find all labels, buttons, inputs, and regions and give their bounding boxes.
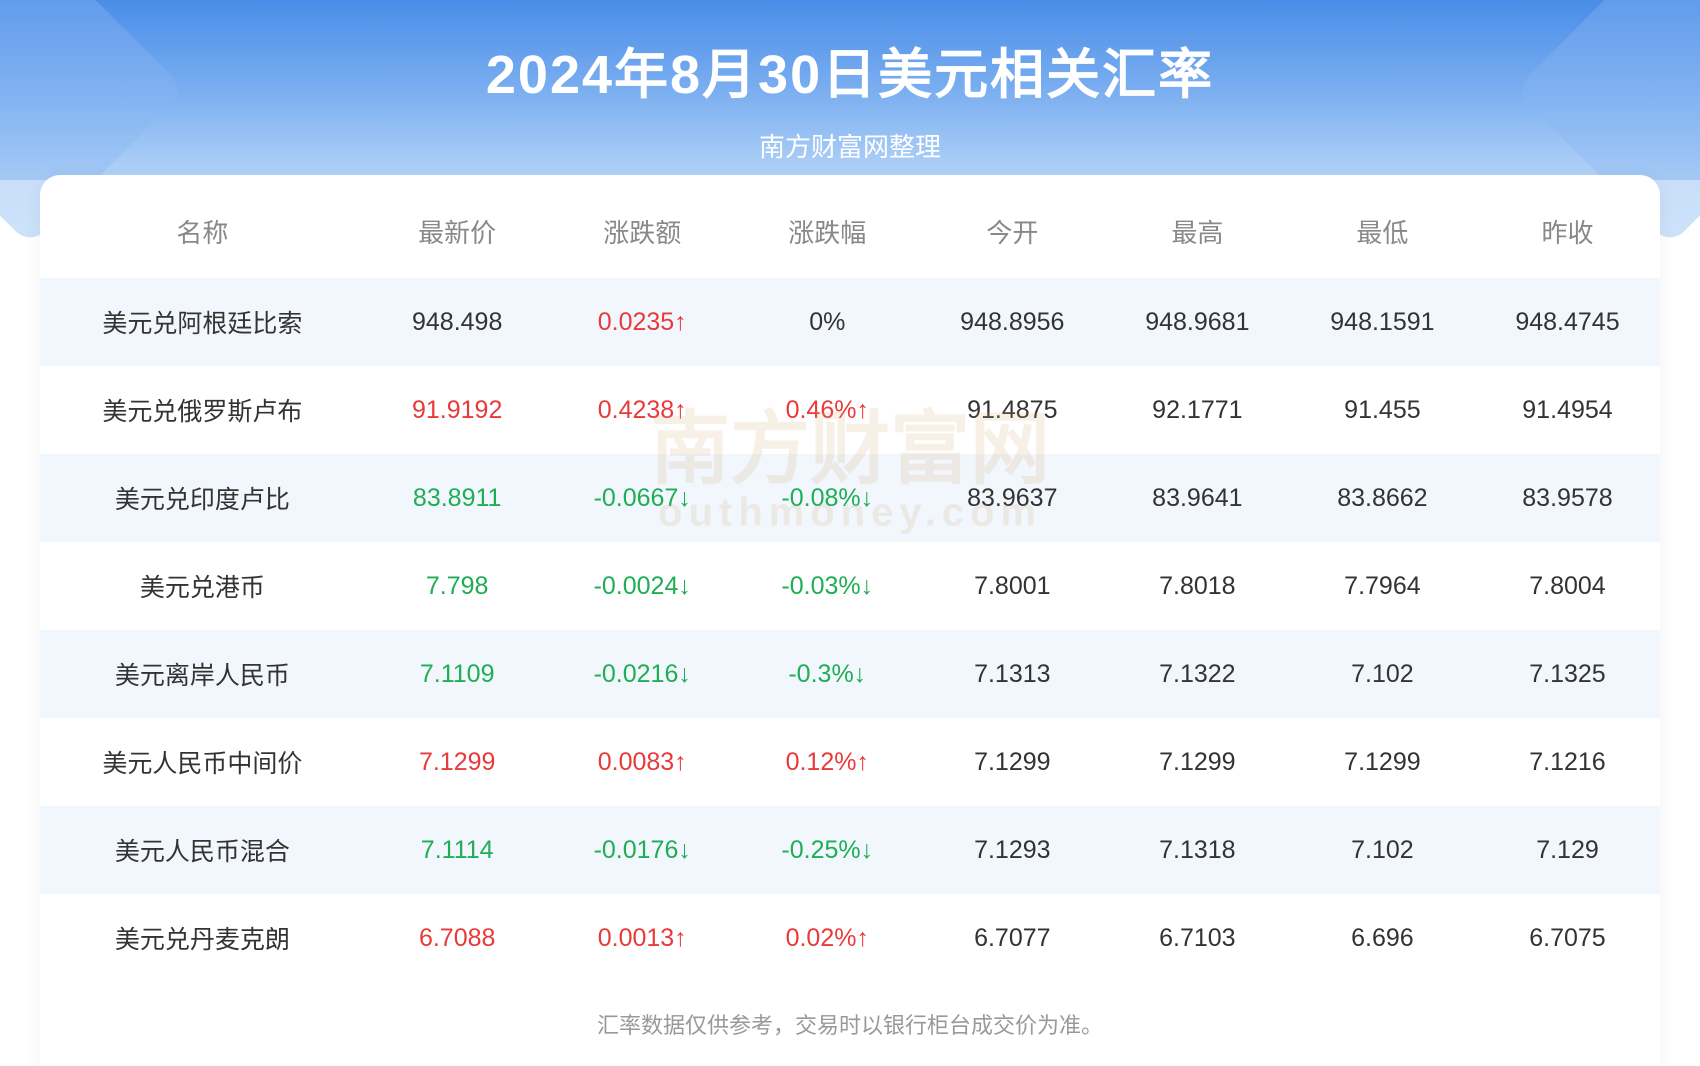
cell-pct: -0.3%↓ xyxy=(735,630,920,718)
table-row: 美元兑港币 7.798 -0.0024↓ -0.03%↓ 7.8001 7.80… xyxy=(40,542,1660,630)
cell-latest: 7.1109 xyxy=(365,630,550,718)
col-header-high: 最高 xyxy=(1105,185,1290,278)
cell-low: 6.696 xyxy=(1290,894,1475,982)
cell-low: 91.455 xyxy=(1290,366,1475,454)
cell-low: 7.102 xyxy=(1290,630,1475,718)
cell-pct: 0.02%↑ xyxy=(735,894,920,982)
cell-high: 7.8018 xyxy=(1105,542,1290,630)
cell-latest: 7.1114 xyxy=(365,806,550,894)
col-header-pct: 涨跌幅 xyxy=(735,185,920,278)
cell-name: 美元人民币混合 xyxy=(40,806,365,894)
col-header-change: 涨跌额 xyxy=(550,185,735,278)
cell-high: 7.1318 xyxy=(1105,806,1290,894)
cell-change: -0.0216↓ xyxy=(550,630,735,718)
cell-open: 7.1293 xyxy=(920,806,1105,894)
cell-change: 0.0013↑ xyxy=(550,894,735,982)
cell-latest: 7.798 xyxy=(365,542,550,630)
cell-open: 7.1299 xyxy=(920,718,1105,806)
col-header-open: 今开 xyxy=(920,185,1105,278)
cell-open: 83.9637 xyxy=(920,454,1105,542)
table-header-row: 名称 最新价 涨跌额 涨跌幅 今开 最高 最低 昨收 xyxy=(40,185,1660,278)
col-header-low: 最低 xyxy=(1290,185,1475,278)
cell-name: 美元离岸人民币 xyxy=(40,630,365,718)
cell-change: -0.0176↓ xyxy=(550,806,735,894)
cell-high: 6.7103 xyxy=(1105,894,1290,982)
table-row: 美元人民币混合 7.1114 -0.0176↓ -0.25%↓ 7.1293 7… xyxy=(40,806,1660,894)
cell-high: 92.1771 xyxy=(1105,366,1290,454)
cell-change: 0.0083↑ xyxy=(550,718,735,806)
cell-low: 7.102 xyxy=(1290,806,1475,894)
cell-change: 0.4238↑ xyxy=(550,366,735,454)
table-row: 美元离岸人民币 7.1109 -0.0216↓ -0.3%↓ 7.1313 7.… xyxy=(40,630,1660,718)
cell-change: 0.0235↑ xyxy=(550,278,735,366)
cell-name: 美元兑港币 xyxy=(40,542,365,630)
cell-open: 7.8001 xyxy=(920,542,1105,630)
exchange-rate-table: 名称 最新价 涨跌额 涨跌幅 今开 最高 最低 昨收 美元兑阿根廷比索 948.… xyxy=(40,185,1660,982)
page-header: 2024年8月30日美元相关汇率 南方财富网整理 xyxy=(0,0,1700,180)
cell-change: -0.0667↓ xyxy=(550,454,735,542)
table-row: 美元兑阿根廷比索 948.498 0.0235↑ 0% 948.8956 948… xyxy=(40,278,1660,366)
cell-low: 7.7964 xyxy=(1290,542,1475,630)
cell-prev: 83.9578 xyxy=(1475,454,1660,542)
cell-name: 美元兑丹麦克朗 xyxy=(40,894,365,982)
cell-prev: 91.4954 xyxy=(1475,366,1660,454)
cell-high: 7.1322 xyxy=(1105,630,1290,718)
cell-latest: 6.7088 xyxy=(365,894,550,982)
cell-prev: 7.1325 xyxy=(1475,630,1660,718)
cell-open: 948.8956 xyxy=(920,278,1105,366)
cell-prev: 7.8004 xyxy=(1475,542,1660,630)
cell-latest: 7.1299 xyxy=(365,718,550,806)
cell-pct: 0% xyxy=(735,278,920,366)
cell-pct: 0.46%↑ xyxy=(735,366,920,454)
cell-prev: 7.1216 xyxy=(1475,718,1660,806)
cell-open: 7.1313 xyxy=(920,630,1105,718)
cell-latest: 948.498 xyxy=(365,278,550,366)
cell-pct: 0.12%↑ xyxy=(735,718,920,806)
cell-pct: -0.25%↓ xyxy=(735,806,920,894)
col-header-latest: 最新价 xyxy=(365,185,550,278)
cell-prev: 6.7075 xyxy=(1475,894,1660,982)
table-row: 美元兑俄罗斯卢布 91.9192 0.4238↑ 0.46%↑ 91.4875 … xyxy=(40,366,1660,454)
cell-latest: 83.8911 xyxy=(365,454,550,542)
cell-change: -0.0024↓ xyxy=(550,542,735,630)
cell-name: 美元兑印度卢比 xyxy=(40,454,365,542)
table-row: 美元兑丹麦克朗 6.7088 0.0013↑ 0.02%↑ 6.7077 6.7… xyxy=(40,894,1660,982)
cell-low: 7.1299 xyxy=(1290,718,1475,806)
cell-pct: -0.03%↓ xyxy=(735,542,920,630)
table-row: 美元人民币中间价 7.1299 0.0083↑ 0.12%↑ 7.1299 7.… xyxy=(40,718,1660,806)
cell-high: 83.9641 xyxy=(1105,454,1290,542)
cell-open: 6.7077 xyxy=(920,894,1105,982)
cell-latest: 91.9192 xyxy=(365,366,550,454)
page-subtitle: 南方财富网整理 xyxy=(0,127,1700,164)
table-row: 美元兑印度卢比 83.8911 -0.0667↓ -0.08%↓ 83.9637… xyxy=(40,454,1660,542)
rate-card: 名称 最新价 涨跌额 涨跌幅 今开 最高 最低 昨收 美元兑阿根廷比索 948.… xyxy=(40,175,1660,1066)
cell-low: 83.8662 xyxy=(1290,454,1475,542)
col-header-prev: 昨收 xyxy=(1475,185,1660,278)
cell-high: 7.1299 xyxy=(1105,718,1290,806)
cell-high: 948.9681 xyxy=(1105,278,1290,366)
cell-prev: 7.129 xyxy=(1475,806,1660,894)
cell-name: 美元人民币中间价 xyxy=(40,718,365,806)
cell-name: 美元兑阿根廷比索 xyxy=(40,278,365,366)
cell-name: 美元兑俄罗斯卢布 xyxy=(40,366,365,454)
cell-open: 91.4875 xyxy=(920,366,1105,454)
col-header-name: 名称 xyxy=(40,185,365,278)
footer-note: 汇率数据仅供参考，交易时以银行柜台成交价为准。 xyxy=(40,982,1660,1066)
cell-low: 948.1591 xyxy=(1290,278,1475,366)
page-title: 2024年8月30日美元相关汇率 xyxy=(0,30,1700,109)
cell-pct: -0.08%↓ xyxy=(735,454,920,542)
cell-prev: 948.4745 xyxy=(1475,278,1660,366)
